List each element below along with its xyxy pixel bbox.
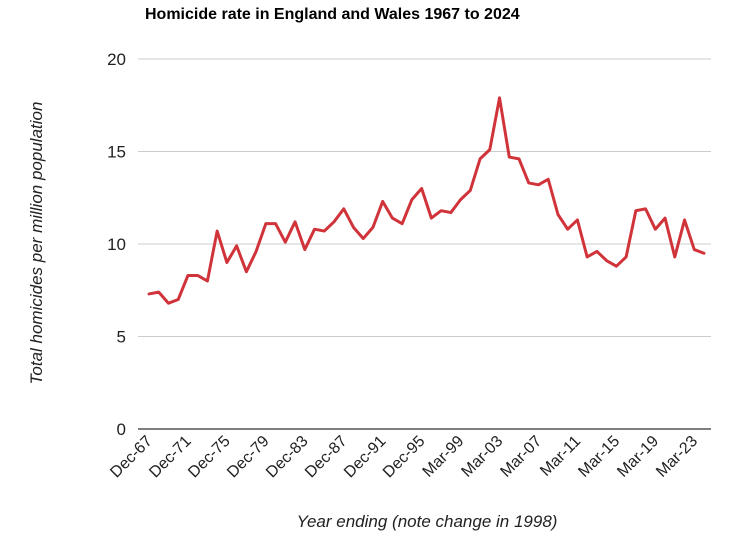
- data-point: [683, 218, 686, 221]
- data-point: [352, 226, 355, 229]
- data-point: [547, 178, 550, 181]
- data-point: [634, 209, 637, 212]
- data-point: [644, 207, 647, 210]
- series-group: [147, 96, 706, 305]
- y-tick-label: 20: [107, 50, 126, 69]
- y-axis-label: Total homicides per million population: [27, 102, 46, 385]
- data-point: [186, 274, 189, 277]
- data-point: [148, 292, 151, 295]
- data-point: [362, 237, 365, 240]
- data-point: [216, 230, 219, 233]
- data-point: [586, 255, 589, 258]
- data-point: [177, 298, 180, 301]
- x-tick-label: Mar-19: [614, 433, 662, 481]
- data-point: [605, 259, 608, 262]
- data-point: [615, 265, 618, 268]
- x-tick-label: Mar-15: [575, 433, 623, 481]
- y-tick-label: 10: [107, 235, 126, 254]
- x-axis-label: Year ending (note change in 1998): [297, 512, 558, 531]
- data-point: [196, 274, 199, 277]
- x-tick-label: Dec-95: [380, 433, 429, 482]
- data-point: [284, 241, 287, 244]
- x-tick-labels: Dec-67Dec-71Dec-75Dec-79Dec-83Dec-87Dec-…: [107, 433, 701, 482]
- y-tick-label: 15: [107, 143, 126, 162]
- data-point: [664, 217, 667, 220]
- data-point: [625, 255, 628, 258]
- x-tick-label: Dec-91: [341, 433, 390, 482]
- series-line: [147, 96, 706, 305]
- chart-title: Homicide rate in England and Wales 1967 …: [145, 6, 520, 23]
- data-point: [206, 280, 209, 283]
- x-tick-label: Dec-87: [302, 433, 351, 482]
- y-tick-labels: 0 5 10 15 20: [107, 50, 126, 439]
- data-point: [469, 189, 472, 192]
- data-point: [323, 230, 326, 233]
- x-tick-label: Mar-23: [653, 433, 701, 481]
- gridlines: [138, 58, 711, 430]
- x-tick-label: Dec-75: [185, 433, 234, 482]
- x-tick-label: Dec-67: [107, 433, 156, 482]
- data-point: [595, 250, 598, 253]
- data-point: [440, 209, 443, 212]
- x-tick-label: Dec-83: [263, 433, 312, 482]
- x-tick-label: Dec-79: [224, 433, 273, 482]
- data-point: [693, 248, 696, 251]
- data-point: [342, 207, 345, 210]
- data-point: [430, 217, 433, 220]
- data-point: [673, 255, 676, 258]
- data-point: [488, 148, 491, 151]
- y-tick-label: 5: [117, 328, 126, 347]
- data-point: [576, 218, 579, 221]
- data-point: [333, 220, 336, 223]
- data-point: [654, 228, 657, 231]
- data-point: [556, 213, 559, 216]
- data-point: [255, 250, 258, 253]
- data-point: [527, 181, 530, 184]
- data-point: [303, 248, 306, 251]
- data-point: [245, 270, 248, 273]
- x-tick-label: Mar-11: [537, 433, 584, 480]
- data-point: [294, 220, 297, 223]
- data-point: [167, 302, 170, 305]
- data-point: [498, 96, 501, 99]
- data-point: [157, 291, 160, 294]
- data-point: [459, 198, 462, 201]
- data-point: [235, 244, 238, 247]
- x-tick-label: Mar-03: [458, 433, 506, 481]
- data-point: [518, 157, 521, 160]
- y-tick-label: 0: [117, 420, 126, 439]
- data-point: [274, 222, 277, 225]
- x-tick-label: Mar-07: [497, 433, 545, 481]
- data-point: [479, 157, 482, 160]
- data-point: [703, 252, 706, 255]
- data-point: [225, 261, 228, 264]
- data-point: [449, 211, 452, 214]
- data-point: [391, 217, 394, 220]
- x-tick-label: Mar-99: [420, 433, 468, 481]
- x-tick-label: Dec-71: [146, 433, 195, 482]
- data-point: [508, 156, 511, 159]
- data-point: [537, 183, 540, 186]
- data-point: [410, 198, 413, 201]
- data-point: [371, 226, 374, 229]
- data-point: [420, 187, 423, 190]
- data-point: [566, 228, 569, 231]
- data-point: [381, 200, 384, 203]
- data-point: [264, 222, 267, 225]
- data-point: [401, 222, 404, 225]
- data-point: [313, 228, 316, 231]
